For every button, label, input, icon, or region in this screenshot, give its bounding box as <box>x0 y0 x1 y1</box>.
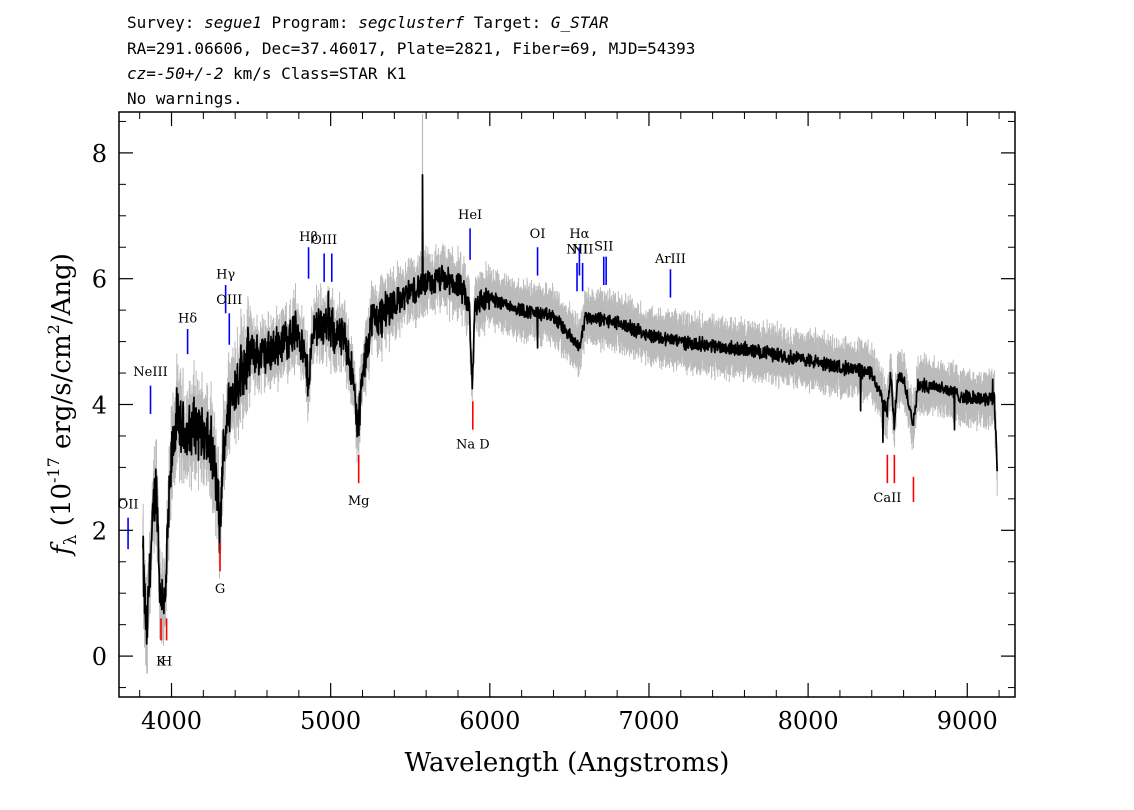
line-label: Na D <box>456 438 490 453</box>
line-label: NII <box>566 243 588 258</box>
error-band-path <box>142 243 998 674</box>
flux-line <box>142 174 999 645</box>
line-label: OI <box>530 227 546 242</box>
y-axis-title: fλ (10-17 erg/s/cm2/Ang) <box>44 253 81 557</box>
x-tick-label: 9000 <box>937 707 998 735</box>
line-label: H <box>161 655 172 670</box>
axis-ticks: 4000 5000 6000 7000 8000 9000 0 2 4 6 8 <box>92 112 1015 735</box>
line-label: Hα <box>569 227 589 242</box>
y-axis-title-lambda: λ <box>61 534 81 545</box>
x-tick-label: 7000 <box>618 707 679 735</box>
line-label: OIII <box>216 293 242 308</box>
x-tick-label: 8000 <box>778 707 839 735</box>
line-label: Hδ <box>178 312 197 327</box>
y-tick-label: 6 <box>92 266 107 294</box>
line-label: Hγ <box>216 268 235 283</box>
line-label: G <box>215 582 225 597</box>
line-label: NII <box>572 243 594 258</box>
flux-series <box>142 174 999 645</box>
survey-label: Survey: <box>127 13 205 32</box>
header-line-3: cz=-50+/-2 km/s Class=STAR K1 <box>127 64 406 83</box>
program-label: Program: <box>261 13 359 32</box>
line-label: Mg <box>348 494 370 509</box>
class-value: km/s Class=STAR K1 <box>223 64 407 83</box>
line-label: ArIII <box>654 252 686 267</box>
target-value: G_STAR <box>550 13 609 32</box>
y-tick-label: 4 <box>92 392 107 420</box>
survey-value: segue1 <box>204 13 262 32</box>
y-axis-title-end: /Ang) <box>47 253 77 324</box>
target-label: Target: <box>464 13 551 32</box>
header-line-1: Survey: segue1 Program: segclusterf Targ… <box>127 13 609 32</box>
y-axis-title-exp2: 2 <box>44 324 63 334</box>
line-label: NeIII <box>133 365 167 380</box>
line-label: SII <box>594 239 613 254</box>
line-label: CaII <box>873 491 901 506</box>
x-axis-title: Wavelength (Angstroms) <box>405 748 730 778</box>
line-label: Hβ <box>299 230 318 245</box>
line-label: HeI <box>458 208 482 223</box>
line-label: OII <box>118 497 139 512</box>
y-tick-label: 0 <box>92 643 107 671</box>
x-tick-label: 4000 <box>141 707 202 735</box>
error-band <box>142 114 998 674</box>
program-value: segclusterf <box>358 13 465 32</box>
x-tick-label: 5000 <box>300 707 361 735</box>
line-label: K <box>156 655 166 670</box>
line-label: OIII <box>311 233 337 248</box>
redshift-value: cz=-50+/-2 <box>127 64 224 83</box>
y-tick-label: 2 <box>92 517 107 545</box>
header-line-4: No warnings. <box>127 89 243 108</box>
y-tick-label: 8 <box>92 140 107 168</box>
y-axis-title-mid: erg/s/cm <box>47 334 77 457</box>
x-tick-label: 6000 <box>459 707 520 735</box>
header-line-2: RA=291.06606, Dec=37.46017, Plate=2821, … <box>127 39 696 58</box>
y-axis-title-main: (10 <box>47 483 77 535</box>
y-axis-title-exp: -17 <box>44 457 63 483</box>
